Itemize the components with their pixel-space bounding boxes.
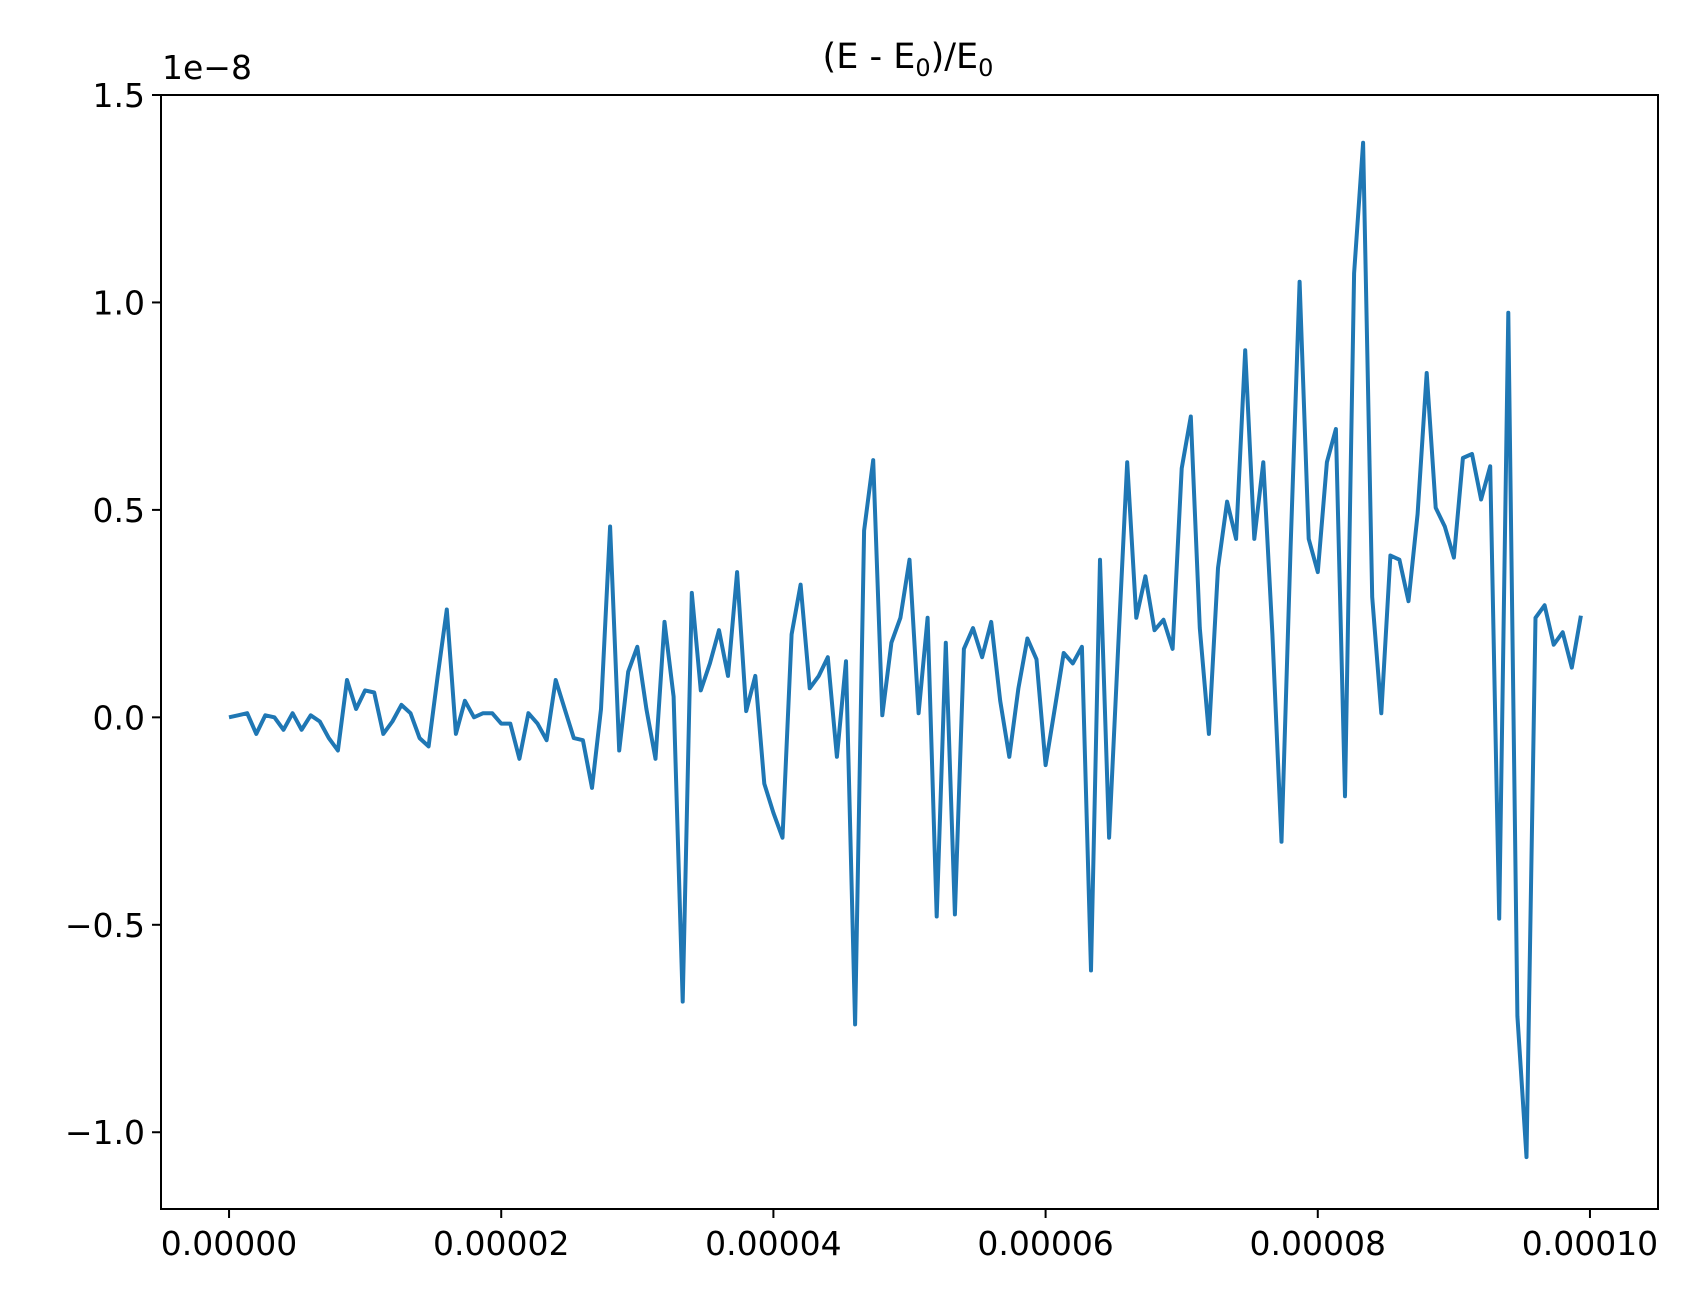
y-tick-label: 1.5 [93,76,145,115]
title-main: (E - E [823,37,916,77]
plot-frame [160,94,1659,1210]
x-axis-ticks: 0.00000 0.00002 0.00004 0.00006 0.00008 0.000… [161,1209,1658,1263]
x-tick-label: 0.00006 [977,1224,1113,1263]
y-offset-label: 1e−8 [162,48,252,87]
x-tick-label: 0.00002 [433,1224,569,1263]
y-tick-label: 1.0 [93,283,145,322]
x-tick-label: 0.00004 [705,1224,841,1263]
title-subscript-1: 0 [915,54,930,82]
y-axis-ticks: −1.0 −0.5 0.0 0.5 1.0 1.5 [65,76,161,1152]
x-tick-label: 0.00008 [1250,1224,1386,1263]
title-subscript-2: 0 [978,54,993,82]
series-layer [228,140,1583,1160]
chart-title: (E - E0)/E0 [823,37,994,82]
x-tick-label: 0.00000 [161,1224,297,1263]
y-tick-label: −1.0 [65,1113,145,1152]
y-tick-label: −0.5 [65,906,145,945]
y-tick-label: 0.0 [93,698,145,737]
x-tick-label: 0.00010 [1522,1224,1658,1263]
title-middle: )/E [931,37,979,77]
y-tick-label: 0.5 [93,491,145,530]
series-line-0 [228,140,1583,1160]
